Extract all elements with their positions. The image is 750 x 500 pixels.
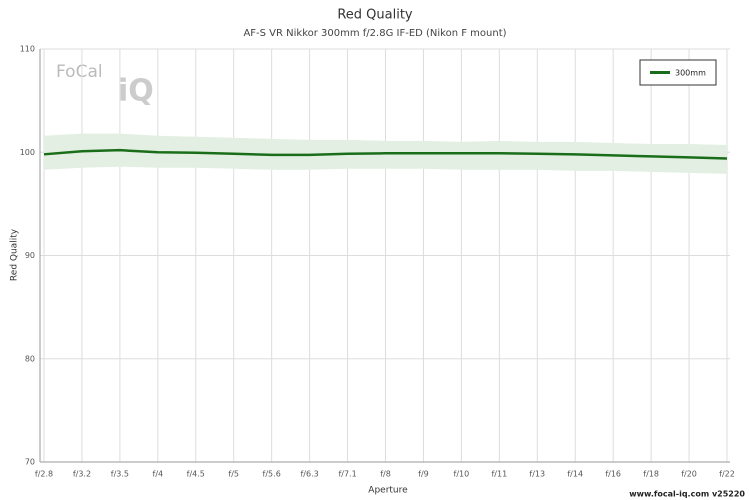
footer: www.focal-iq.com v25220: [629, 490, 745, 499]
x-tick-label: f/22: [719, 470, 735, 479]
x-tick-label: f/6.3: [300, 470, 318, 479]
x-tick-label: f/3.5: [111, 470, 129, 479]
chart-subtitle: AF-S VR Nikkor 300mm f/2.8G IF-ED (Nikon…: [243, 28, 506, 39]
y-axis-label: Red Quality: [10, 228, 20, 281]
y-tick-label: 110: [20, 45, 35, 54]
x-tick-label: f/7.1: [338, 470, 356, 479]
x-tick-label: f/9: [418, 470, 429, 479]
x-tick-label: f/4.5: [187, 470, 205, 479]
x-tick-label: f/5: [228, 470, 239, 479]
x-tick-label: f/18: [643, 470, 659, 479]
y-tick-label: 70: [25, 458, 35, 467]
line: [43, 148, 728, 160]
x-tick-label: f/8: [380, 470, 391, 479]
logo: iQ: [118, 74, 154, 109]
x-tick-label: f/16: [605, 470, 621, 479]
y-tick-label: 90: [25, 251, 35, 260]
x-tick-label: f/2.8: [35, 470, 53, 479]
y-tick-label: 80: [25, 354, 35, 363]
x-tick-label: f/4: [153, 470, 164, 479]
x-axis-label: Aperture: [368, 486, 408, 496]
x-tick-label: f/5.6: [263, 470, 281, 479]
chart-title: Red Quality: [337, 8, 413, 23]
x-tick-label: f/14: [567, 470, 583, 479]
x-tick-label: f/10: [454, 470, 470, 479]
y-tick-label: 100: [20, 148, 35, 157]
x-tick-label: f/11: [491, 470, 507, 479]
x-tick-label: f/13: [529, 470, 545, 479]
legend-label: 300mm: [675, 69, 706, 78]
x-tick-label: f/3.2: [73, 470, 91, 479]
logo: FoCal: [56, 62, 103, 82]
x-tick-label: f/20: [681, 470, 697, 479]
